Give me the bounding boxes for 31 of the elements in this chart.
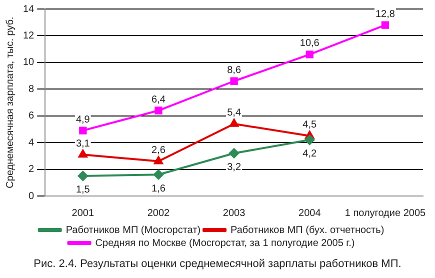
legend-label: Работников МП (Мосгорстат) [66, 224, 201, 236]
data-label: 3,1 [76, 138, 90, 150]
y-tick-label: 12 [23, 30, 35, 42]
y-tick-label: 8 [28, 84, 35, 95]
text: Рис. 2.4. Результаты оценки среднемесячной зарплаты работников МП. [32, 258, 402, 270]
data-label: 1,6 [152, 183, 166, 194]
x-tick-label: 2002 [147, 208, 170, 219]
legend-label: Работников МП (бух. отчетность) [230, 224, 384, 236]
data-label: 1,5 [76, 184, 90, 196]
data-label: 4,9 [76, 114, 90, 126]
x-tick-label: 2001 [72, 208, 94, 219]
x-tick-label: 2003 [222, 208, 246, 219]
y-tick-label: 14 [23, 4, 35, 15]
data-label: 4,5 [302, 120, 318, 131]
y-axis-title: Среднемесячная зарплата, тыс. руб. [4, 16, 16, 188]
data-label: 4,2 [302, 148, 318, 160]
data-label: 5,4 [227, 108, 242, 119]
data-label: 6,4 [152, 94, 166, 106]
data-label: 12,8 [375, 8, 396, 20]
x-tick-label: 2004 [298, 208, 322, 219]
x-tick-label: 1 полугодие 2005 [344, 208, 426, 219]
data-label: 10,6 [300, 38, 320, 50]
data-label: 2,6 [152, 145, 166, 156]
legend-label: Средняя по Москве (Мосгорстат, за 1 полугодие 2005 г.) [95, 238, 355, 249]
y-tick-label: 2 [28, 164, 35, 176]
y-tick-label: 0 [28, 190, 35, 202]
y-tick-label: 10 [23, 57, 35, 68]
y-tick-label: 6 [28, 110, 35, 122]
data-label: 8,6 [227, 64, 242, 76]
data-label: 3,2 [227, 162, 242, 174]
y-tick-label: 4 [28, 137, 35, 148]
